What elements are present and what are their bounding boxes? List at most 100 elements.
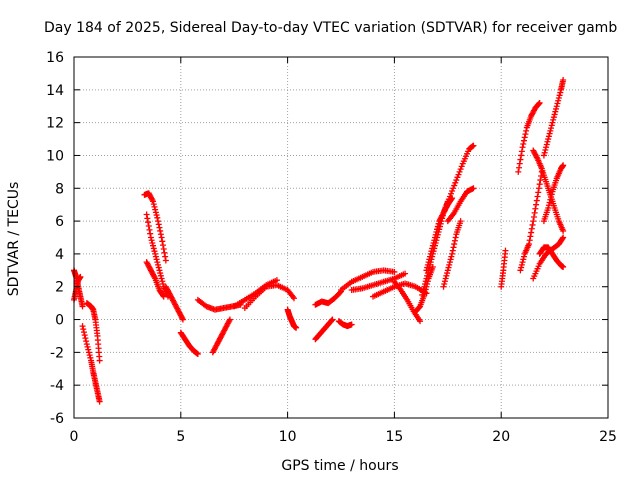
data-point <box>80 329 87 336</box>
data-point <box>551 111 558 118</box>
series-arc-c <box>79 323 103 405</box>
data-point <box>419 289 426 296</box>
data-point <box>427 250 434 257</box>
data-point <box>145 219 152 226</box>
data-point <box>535 100 542 107</box>
data-point <box>433 229 440 236</box>
data-point <box>530 213 537 220</box>
data-point <box>457 218 464 225</box>
data-point <box>555 95 562 102</box>
data-point <box>151 248 158 255</box>
data-point <box>143 211 150 218</box>
data-point <box>82 335 89 342</box>
data-point <box>453 177 460 184</box>
data-point <box>147 234 154 241</box>
data-point <box>146 226 153 233</box>
series-arc-ae <box>530 147 567 234</box>
data-point <box>545 133 552 140</box>
data-point <box>451 237 458 244</box>
data-point <box>85 349 92 356</box>
series-arc-s <box>348 270 409 294</box>
data-point <box>534 193 541 200</box>
data-point <box>157 231 164 238</box>
data-point <box>329 316 336 323</box>
data-point <box>553 103 560 110</box>
data-point <box>77 273 84 280</box>
data-point <box>145 223 152 230</box>
data-point <box>81 332 88 339</box>
series-arc-n <box>284 306 300 331</box>
data-point <box>422 278 429 285</box>
data-point <box>420 286 427 293</box>
data-point <box>83 341 90 348</box>
data-point <box>456 168 463 175</box>
data-point <box>427 253 433 260</box>
data-point <box>150 245 157 252</box>
data-point <box>533 197 540 204</box>
series-arc-ah <box>540 76 567 159</box>
data-point <box>158 275 165 282</box>
data-point <box>153 212 160 219</box>
data-point <box>443 201 450 208</box>
data-point <box>336 289 343 296</box>
data-point <box>470 142 477 149</box>
data-point <box>157 227 164 234</box>
data-point <box>421 283 428 290</box>
series-arc-af <box>530 234 567 282</box>
series-arc-y <box>434 142 477 233</box>
data-point <box>348 321 355 328</box>
data-point <box>528 225 535 232</box>
series-arc-z <box>444 185 477 225</box>
data-point <box>443 272 450 279</box>
chart-title: Day 184 of 2025, Sidereal Day-to-day VTE… <box>44 20 617 36</box>
data-point <box>152 209 159 216</box>
data-point <box>444 267 451 274</box>
data-point <box>470 185 477 192</box>
data-point <box>531 209 538 216</box>
data-point <box>449 188 456 195</box>
series-arc-q <box>335 318 355 330</box>
data-point <box>293 324 300 331</box>
data-point <box>86 352 93 359</box>
data-point <box>520 140 527 147</box>
data-point <box>457 166 464 173</box>
data-point <box>437 218 444 225</box>
y-tick-label: -2 <box>50 345 64 361</box>
data-point <box>541 149 548 156</box>
data-point <box>434 226 441 233</box>
data-point <box>458 163 465 170</box>
x-axis-label: GPS time / hours <box>281 458 398 474</box>
data-point <box>156 267 163 274</box>
data-point <box>545 136 552 143</box>
data-point <box>150 242 157 249</box>
data-point <box>149 239 156 246</box>
data-point <box>80 326 87 333</box>
data-point <box>557 89 564 96</box>
data-point <box>538 172 545 179</box>
data-point <box>450 244 457 251</box>
data-point <box>518 148 525 155</box>
data-point <box>516 164 522 171</box>
data-point <box>544 138 551 145</box>
data-point <box>556 92 563 99</box>
data-point <box>445 264 452 271</box>
data-point <box>161 249 168 256</box>
data-point <box>84 343 91 350</box>
data-point <box>87 354 94 361</box>
data-point <box>442 275 449 282</box>
y-tick-label: 4 <box>55 247 64 263</box>
x-tick-label: 5 <box>176 429 185 445</box>
data-point <box>423 275 430 282</box>
data-point <box>430 239 437 246</box>
data-point <box>553 105 560 112</box>
data-point <box>162 253 169 260</box>
series-arc-g <box>143 259 167 300</box>
data-point <box>442 204 449 211</box>
data-point <box>540 152 547 159</box>
data-point <box>438 215 445 222</box>
data-point <box>424 261 431 268</box>
data-point <box>446 193 453 200</box>
data-point <box>518 152 525 159</box>
data-point <box>162 257 169 264</box>
data-point <box>150 198 157 205</box>
